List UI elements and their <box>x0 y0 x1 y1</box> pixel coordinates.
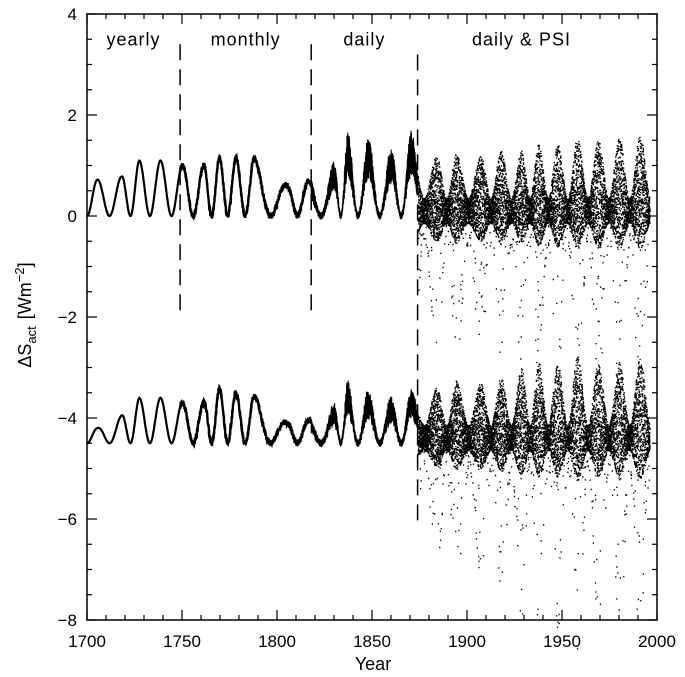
y-axis-label-main: ΔS <box>15 344 35 368</box>
y-tick-label: 0 <box>68 207 77 226</box>
boundary-layer <box>179 44 419 530</box>
y-tick-label: −4 <box>58 409 77 428</box>
x-tick-label: 2000 <box>638 632 676 651</box>
region-label: yearly <box>107 29 161 49</box>
y-tick-label: −2 <box>58 308 77 327</box>
region-label: daily <box>343 29 385 49</box>
x-tick-label: 1850 <box>353 632 391 651</box>
region-label: monthly <box>211 29 281 49</box>
region-label: daily & PSI <box>472 29 571 49</box>
y-axis-label-unit-close: ] <box>15 262 35 267</box>
y-axis-label-subscript: act <box>24 326 39 344</box>
x-tick-label: 1750 <box>163 632 201 651</box>
x-tick-label: 1800 <box>258 632 296 651</box>
series-line-monthly <box>178 383 313 450</box>
series-line-daily <box>310 130 419 220</box>
data-layer <box>86 130 651 650</box>
y-tick-label: −6 <box>58 510 77 529</box>
plot-frame <box>86 13 658 621</box>
y-tick-label: 2 <box>68 106 77 125</box>
x-tick-label: 1900 <box>448 632 486 651</box>
x-tick-label: 1700 <box>68 632 106 651</box>
x-axis-label: Year <box>355 654 391 674</box>
y-axis-label-unit-open: [Wm <box>15 282 35 319</box>
series-points-psi <box>417 136 651 399</box>
series-line-monthly <box>178 152 313 222</box>
y-tick-label: −8 <box>58 611 77 630</box>
series-points-psi <box>417 356 651 650</box>
y-axis-label: ΔSact [Wm−2] <box>12 262 39 367</box>
y-axis-label-unit-sup: −2 <box>12 267 27 282</box>
axis-layer: 1700 1750 1800 1850 1900 1950 2000 −8 −6 −4 −2 0 2 4 <box>58 5 676 651</box>
series-line-yearly <box>86 159 182 218</box>
series-line-yearly <box>86 396 182 445</box>
series-line-daily <box>310 380 419 448</box>
x-tick-label: 1950 <box>543 632 581 651</box>
region-label-layer: yearly monthly daily daily & PSI <box>107 29 571 49</box>
y-tick-label: 4 <box>68 5 77 24</box>
